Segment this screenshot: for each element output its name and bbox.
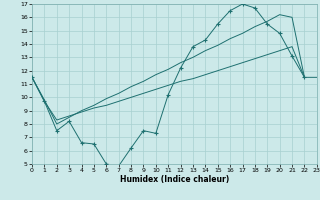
X-axis label: Humidex (Indice chaleur): Humidex (Indice chaleur) xyxy=(120,175,229,184)
